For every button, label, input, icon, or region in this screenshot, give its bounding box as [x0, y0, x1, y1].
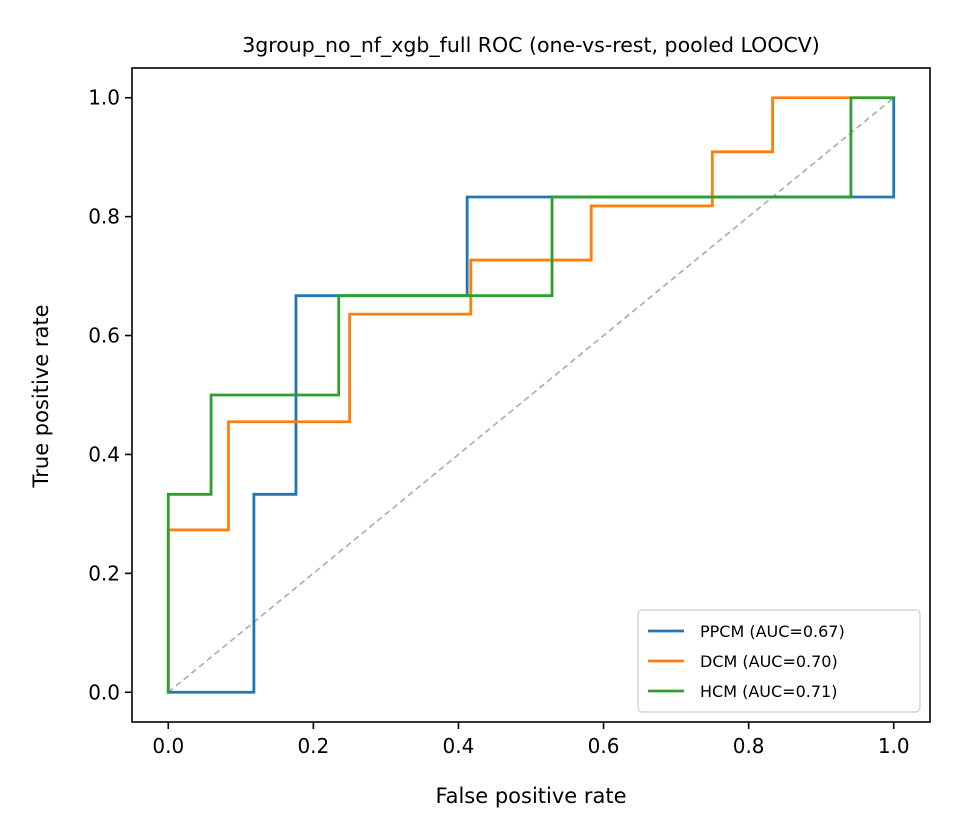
y-tick-label: 0.6: [88, 324, 120, 348]
axes-frame: [131, 67, 931, 723]
x-tick-label: 0.0: [152, 734, 184, 758]
x-tick-label: 1.0: [878, 734, 910, 758]
y-tick-label: 0.4: [88, 442, 120, 466]
y-tick-label: 0.0: [88, 680, 120, 704]
y-axis-label: True positive rate: [29, 305, 53, 489]
y-tick-label: 0.2: [88, 561, 120, 585]
plot-area: 0.0 0.2 0.4 0.6 0.8 1.0 0.0 0.2 0.4 0.6 0.8 1.0: [88, 67, 931, 758]
y-tick-label: 0.8: [88, 205, 120, 229]
x-tick-label: 0.4: [443, 734, 475, 758]
legend: PPCM (AUC=0.67) DCM (AUC=0.70) HCM (AUC=0.…: [637, 609, 921, 713]
legend-box: [637, 609, 921, 713]
x-tick-label: 0.2: [297, 734, 329, 758]
x-axis-label: False positive rate: [435, 784, 626, 808]
legend-label-hcm: HCM (AUC=0.71): [700, 682, 837, 701]
y-tick-label: 1.0: [88, 86, 120, 110]
legend-label-dcm: DCM (AUC=0.70): [700, 652, 838, 671]
roc-curve-hcm: [166, 96, 896, 694]
x-tick-label: 0.6: [588, 734, 620, 758]
chart-title: 3group_no_nf_xgb_full ROC (one-vs-rest, …: [242, 33, 820, 58]
roc-curve-dcm: [166, 96, 896, 694]
legend-label-ppcm: PPCM (AUC=0.67): [700, 622, 845, 641]
x-tick-label: 0.8: [733, 734, 765, 758]
